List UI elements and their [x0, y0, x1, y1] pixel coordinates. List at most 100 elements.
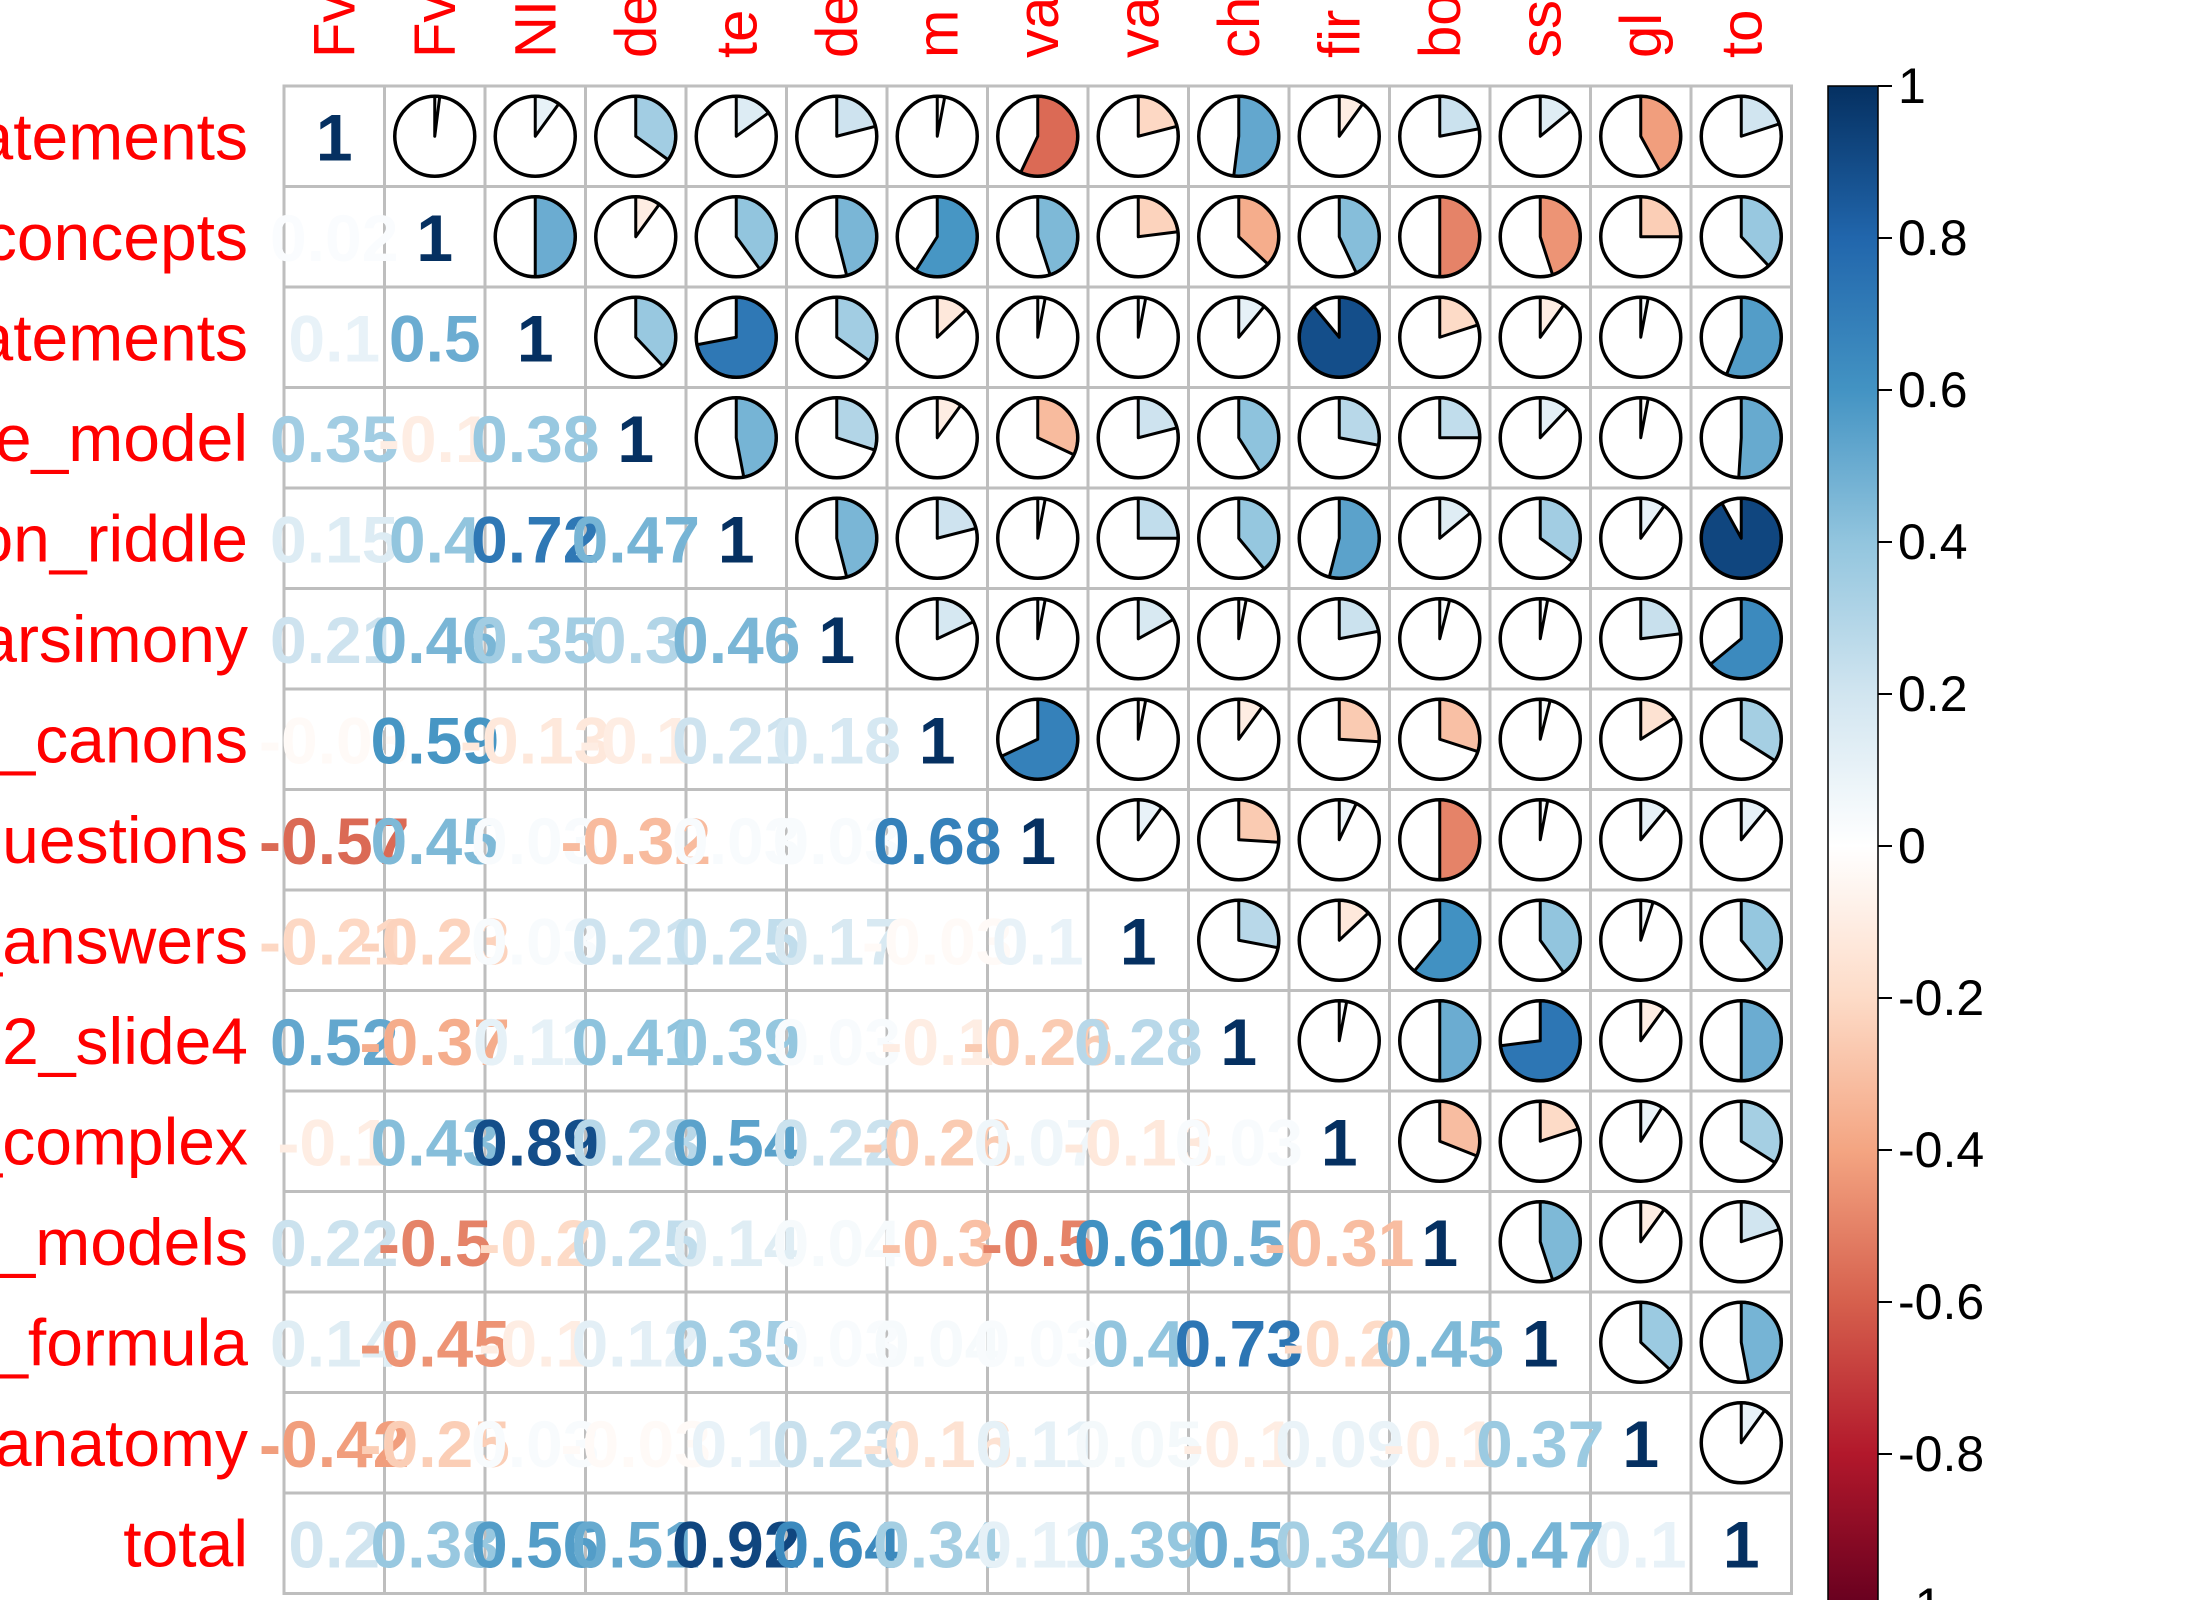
grid-cell	[483, 1190, 587, 1294]
correlation-value: 0.1	[690, 1407, 782, 1481]
pie-mark	[1498, 496, 1582, 580]
grid-cell	[483, 788, 587, 892]
correlation-value: -0.23	[360, 904, 510, 978]
colorbar-tick-label: -0.4	[1898, 1122, 1984, 1178]
correlation-value: -0.13	[1063, 1105, 1213, 1179]
row-label: 2_slide4	[2, 1004, 248, 1078]
pie-mark	[1096, 697, 1180, 781]
grid-cell	[1086, 888, 1190, 992]
correlation-value: 0.2	[1394, 1507, 1486, 1581]
correlation-value: 0.03	[974, 1306, 1102, 1380]
pie-mark	[1699, 898, 1783, 982]
grid-cell	[584, 486, 688, 590]
column-label: Fv	[403, 0, 468, 58]
colorbar-gradient	[1828, 86, 1878, 1600]
correlation-value: 0.07	[974, 1105, 1102, 1179]
grid-cell	[383, 1290, 487, 1394]
correlation-value: -0.1	[277, 1105, 391, 1179]
correlation-value: 0.28	[1074, 1005, 1202, 1079]
correlation-value: 1	[1421, 1206, 1458, 1280]
grid-cell	[885, 1391, 989, 1495]
pie-mark	[1599, 999, 1683, 1083]
pie-mark	[594, 195, 678, 279]
correlation-value: 0.34	[873, 1507, 1002, 1581]
pie-mark	[1096, 195, 1180, 279]
grid-cell	[1388, 1391, 1492, 1495]
grid-cell	[885, 1089, 989, 1193]
grid-cell	[282, 386, 386, 490]
pie-mark	[1398, 697, 1482, 781]
pie-mark	[1297, 999, 1381, 1083]
grid-cell	[785, 888, 889, 992]
colorbar-tick-label: -1	[1898, 1578, 1942, 1600]
correlation-value: -0.3	[880, 1206, 994, 1280]
correlation-value: 0.22	[270, 1206, 398, 1280]
row-label: _formula	[0, 1305, 248, 1379]
grid-cell	[986, 1290, 1090, 1394]
correlation-value: 0.09	[1275, 1407, 1403, 1481]
correlation-value: 0.03	[471, 804, 599, 878]
pie-mark	[895, 195, 979, 279]
grid-cell	[885, 888, 989, 992]
correlation-value: -0.42	[259, 1407, 409, 1481]
correlation-value: 1	[1120, 904, 1157, 978]
pie-mark	[493, 195, 577, 279]
column-label: de	[805, 0, 870, 58]
colorbar-tick-label: 0	[1898, 818, 1926, 874]
correlation-value: 0.38	[471, 402, 599, 476]
pie-mark	[795, 195, 879, 279]
correlation-value: 0.5	[389, 301, 481, 375]
pie-mark	[1599, 697, 1683, 781]
correlation-value: -0.2	[1282, 1306, 1396, 1380]
grid-cell	[785, 687, 889, 791]
grid-cell	[282, 1089, 386, 1193]
correlation-value: 1	[718, 502, 755, 576]
correlation-value: 0.17	[773, 904, 901, 978]
correlation-value: 1	[416, 201, 453, 275]
correlation-value: 0.45	[1376, 1306, 1504, 1380]
pie-mark	[895, 295, 979, 379]
grid-cell	[1388, 1491, 1492, 1595]
correlation-value: 1	[1622, 1407, 1659, 1481]
row-label: on_riddle	[0, 501, 248, 575]
pie-mark	[1398, 195, 1482, 279]
column-label: va	[1106, 0, 1171, 58]
pie-mark	[996, 94, 1080, 178]
row-label: _answers	[0, 903, 248, 977]
grid-cell	[584, 989, 688, 1093]
correlation-value: 0.92	[672, 1507, 800, 1581]
pie-mark	[1699, 999, 1783, 1083]
row-label: concepts	[0, 200, 248, 274]
grid-cell	[282, 888, 386, 992]
correlation-value: 0.03	[471, 1407, 599, 1481]
grid-cell	[684, 687, 788, 791]
correlation-value: -0.2	[478, 1206, 592, 1280]
pie-mark	[1297, 597, 1381, 681]
correlation-value: 0.1	[288, 301, 380, 375]
correlation-value: 0.28	[572, 1105, 700, 1179]
correlation-value: 0.03	[773, 1005, 901, 1079]
grid-cell	[986, 1491, 1090, 1595]
grid-cell	[1187, 1089, 1291, 1193]
correlation-value: 0.73	[1175, 1306, 1303, 1380]
pie-mark	[1599, 195, 1683, 279]
correlation-value: 0.23	[773, 1407, 901, 1481]
correlation-value: 0.04	[873, 1306, 1002, 1380]
pie-mark	[1599, 597, 1683, 681]
pie-mark	[1398, 898, 1482, 982]
grid-cell	[986, 1190, 1090, 1294]
correlation-value: -0.03	[862, 904, 1012, 978]
row-label: atements	[0, 300, 248, 374]
correlation-value: 0.37	[1476, 1407, 1604, 1481]
pie-mark	[795, 295, 879, 379]
correlation-value: 0.02	[270, 201, 398, 275]
pie-mark	[694, 396, 778, 480]
pie-mark	[1398, 798, 1482, 882]
colorbar-tick-label: 0.8	[1898, 210, 1968, 266]
pie-mark	[1197, 898, 1281, 982]
grid-cell	[282, 1190, 386, 1294]
grid-cell	[885, 687, 989, 791]
column-label: Fv	[302, 0, 367, 58]
pie-mark	[1498, 1200, 1582, 1284]
correlation-value: 0.51	[572, 1507, 700, 1581]
